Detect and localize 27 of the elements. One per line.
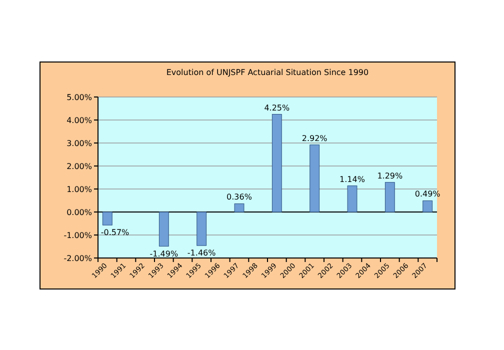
y-tick-label: 2.00%	[66, 162, 92, 171]
bar	[102, 212, 112, 226]
bar	[196, 212, 207, 246]
y-tick-label: -1.00%	[64, 231, 92, 240]
y-tick-label: 1.00%	[66, 185, 92, 194]
data-label: 4.25%	[264, 103, 290, 112]
data-label: 0.36%	[226, 192, 252, 202]
data-label: 1.29%	[377, 171, 404, 180]
data-label: 2.92%	[302, 134, 328, 143]
y-tick-label: 5.00%	[66, 93, 92, 102]
chart-title: Evolution of UNJSPF Actuarial Situation Since 1990	[166, 68, 369, 77]
y-tick-label: 0.00%	[66, 208, 92, 217]
bar	[272, 114, 282, 212]
bar	[384, 182, 395, 212]
bar	[234, 203, 244, 212]
y-tick-label: 3.00%	[66, 139, 92, 148]
bar	[158, 212, 169, 247]
data-label: 1.14%	[340, 174, 366, 184]
bar	[310, 144, 320, 212]
bar	[347, 186, 358, 212]
y-tick-label: 4.00%	[66, 116, 92, 125]
data-label: 0.49%	[414, 190, 441, 199]
bar	[422, 200, 433, 212]
data-label: -1.49%	[150, 249, 178, 258]
data-label: -0.57%	[100, 228, 130, 238]
data-label: -1.46%	[187, 248, 216, 258]
y-tick-label: -2.00%	[64, 254, 92, 263]
